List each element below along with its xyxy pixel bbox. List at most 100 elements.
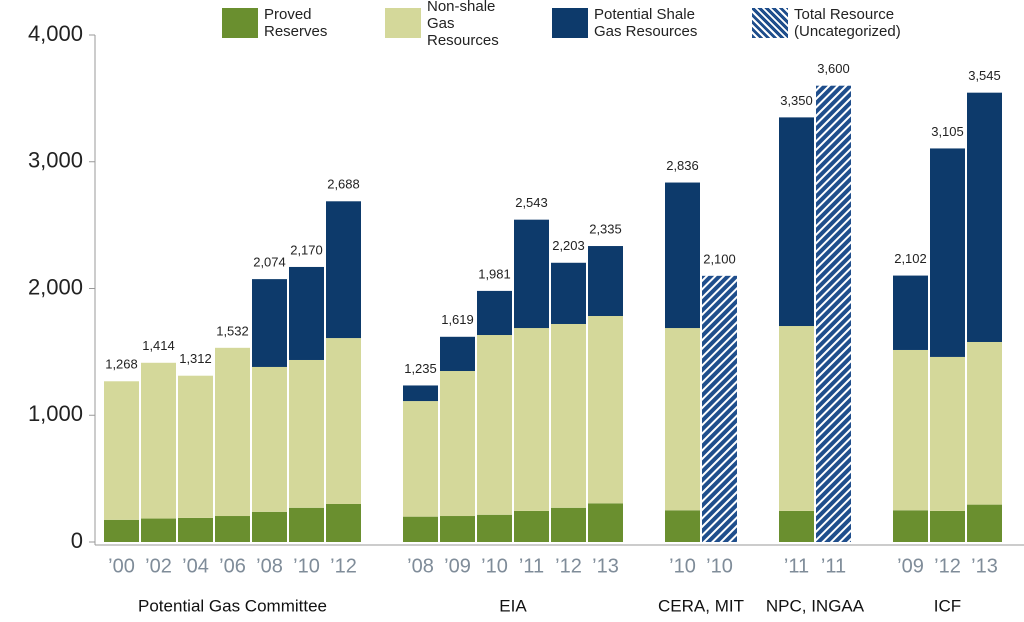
x-tick-label: ’10 [481,555,508,577]
x-tick-label: ’11 [821,555,846,577]
bar-segment [326,503,361,542]
bar-segment [588,316,623,504]
total-label: 1,268 [105,357,138,372]
total-label: 3,545 [968,68,1001,83]
legend-label: Non-shale Gas Resources [427,0,499,49]
bar-segment [289,507,324,542]
bar-segment [252,511,287,542]
total-label: 3,105 [931,124,964,139]
bar-segment [588,246,623,317]
x-tick-label: ’12 [555,555,582,577]
bar-segment [215,347,250,517]
bar-segment [403,385,438,402]
bar-segment [551,323,586,508]
y-tick-label: 3,000 [28,148,83,173]
bar-segment [440,516,475,542]
bar-segment [665,328,700,511]
bar-segment [252,279,287,367]
legend-swatch [552,8,588,38]
total-label: 3,600 [817,61,850,76]
bar-segment [551,507,586,542]
x-tick-label: ’02 [145,555,172,577]
bar-segment [326,201,361,339]
bar-segment [665,510,700,542]
total-label: 2,335 [589,221,622,236]
total-label: 2,074 [253,255,286,270]
legend-item: Non-shale Gas Resources [385,0,527,49]
x-tick-label: ’10 [669,555,696,577]
total-label: 2,100 [703,251,736,266]
x-tick-label: ’09 [897,555,924,577]
x-tick-label: ’11 [519,555,544,577]
x-tick-label: ’08 [256,555,283,577]
x-tick-label: ’12 [934,555,961,577]
x-tick-label: ’00 [108,555,135,577]
bar-segment [967,92,1002,342]
total-label: 2,688 [327,177,360,192]
bar-segment [477,290,512,336]
legend-label: Proved Reserves [264,6,328,40]
x-tick-label: ’13 [971,555,998,577]
bar-segment [588,503,623,542]
total-label: 2,543 [515,195,548,210]
x-tick-label: ’08 [407,555,434,577]
y-tick-label: 2,000 [28,274,83,299]
bar-segment [665,182,700,329]
group-label: NPC, INGAA [766,596,865,615]
x-tick-label: ’10 [293,555,320,577]
bar-segment [403,401,438,517]
total-label: 1,414 [142,338,175,353]
total-label: 2,102 [894,251,927,266]
x-tick-label: ’11 [784,555,809,577]
bar-segment [893,275,928,350]
bar-segment [104,381,139,520]
group-label: ICF [934,596,961,615]
bar-segment [893,510,928,542]
bar-segment [967,341,1002,505]
bar-segment [178,375,213,518]
bar-segment [930,510,965,542]
group-label: Potential Gas Committee [138,596,327,615]
bar-segment [141,362,176,519]
legend-label: Potential Shale Gas Resources [594,6,698,40]
total-label: 1,532 [216,323,249,338]
group-label: EIA [499,596,527,615]
bar-segment [514,328,549,511]
bar-segment [702,275,737,542]
legend-item: Proved Reserves [222,5,344,41]
bar-segment [514,219,549,329]
total-label: 3,350 [780,93,813,108]
total-label: 1,619 [441,312,474,327]
total-label: 1,312 [179,351,212,366]
legend-item: Total Resource (Uncategorized) [752,5,934,41]
bar-segment [141,518,176,542]
group-label: CERA, MIT [658,596,744,615]
x-tick-label: ’10 [706,555,733,577]
x-tick-label: ’04 [182,555,209,577]
legend-swatch [752,8,788,38]
total-label: 2,203 [552,238,585,253]
bar-segment [551,262,586,324]
bar-segment [967,504,1002,542]
x-tick-label: ’09 [444,555,471,577]
bar-segment [893,349,928,511]
x-tick-label: ’13 [592,555,619,577]
bar-segment [403,516,438,542]
x-tick-label: ’12 [330,555,357,577]
y-tick-label: 0 [71,528,83,553]
bar-segment [104,519,139,542]
bar-segment [440,371,475,517]
bar-segment [477,335,512,515]
bar-segment [477,514,512,542]
bar-segment [930,356,965,511]
bar-segment [779,117,814,327]
bar-segment [326,338,361,504]
total-label: 1,235 [404,361,437,376]
bar-segment [289,266,324,360]
total-label: 2,836 [666,158,699,173]
y-tick-label: 4,000 [28,21,83,46]
x-tick-label: ’06 [219,555,246,577]
bar-segment [816,85,851,542]
